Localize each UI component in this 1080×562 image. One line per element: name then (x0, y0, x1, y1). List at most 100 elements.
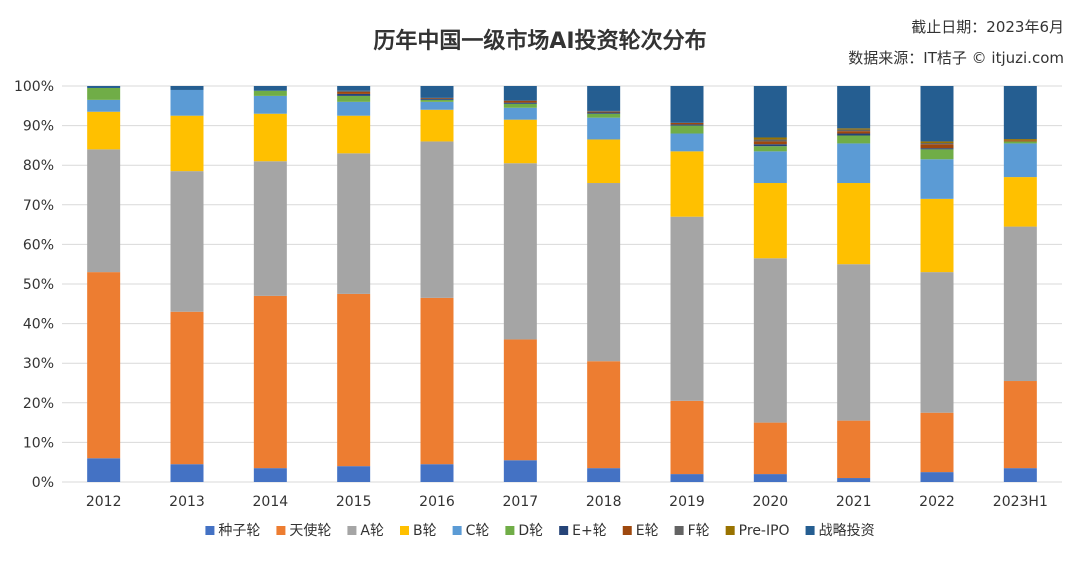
bar-segment (420, 464, 454, 482)
bar-segment (420, 109, 454, 142)
legend-swatch (400, 526, 409, 535)
bar-segment (253, 113, 287, 162)
legend-item: Pre-IPO (725, 523, 790, 539)
bar-segment (670, 125, 704, 134)
x-tick-label: 2013 (169, 494, 205, 510)
bar-segment (1003, 177, 1037, 227)
bar-segment (670, 124, 704, 126)
bar-segment (253, 161, 287, 296)
legend-item: 种子轮 (205, 523, 260, 539)
y-tick-label: 0% (32, 475, 54, 491)
bar-segment (253, 86, 287, 91)
bar-segment (753, 86, 787, 138)
bar-segment (170, 464, 204, 482)
legend-item: 战略投资 (805, 523, 875, 539)
bar-segment (337, 86, 371, 91)
legend-label: A轮 (360, 523, 384, 539)
bar-segment (1003, 226, 1037, 382)
bar-segment (753, 258, 787, 423)
bar-segment (837, 128, 871, 130)
bar-segment (503, 163, 537, 340)
bar-segment (753, 144, 787, 147)
bar-segment (337, 293, 371, 467)
bar-segment (837, 478, 871, 482)
gridlines (62, 85, 1062, 483)
bar-segment (1003, 143, 1037, 178)
x-tick-label: 2015 (336, 494, 372, 510)
legend-swatch (805, 526, 815, 535)
legend-swatch (622, 526, 632, 535)
legend-label: F轮 (688, 523, 710, 539)
y-tick-label: 40% (23, 317, 54, 333)
bar-segment (670, 122, 704, 125)
bar-segment (837, 86, 871, 129)
bar-segment (337, 101, 371, 116)
bar-segment (920, 272, 954, 413)
bar-segment (87, 458, 121, 482)
legend-item: E轮 (622, 523, 659, 539)
bar-segment (337, 90, 371, 92)
bar-segment (920, 159, 954, 199)
bar-segment (837, 129, 871, 132)
x-tick-label: 2022 (919, 494, 955, 510)
bar-segment (837, 135, 871, 144)
y-tick-label: 90% (23, 119, 54, 135)
bar-segment (503, 102, 537, 104)
bar-segment (837, 420, 871, 479)
bar-segment (503, 460, 537, 482)
legend-item: 天使轮 (276, 522, 331, 539)
bar-segment (837, 143, 871, 184)
bar-segment (337, 91, 371, 94)
bar-segment (920, 149, 954, 160)
bar-segment (170, 311, 204, 465)
bar-segment (420, 297, 454, 465)
legend-label: E轮 (636, 523, 659, 539)
bar-segment (753, 474, 787, 482)
bar-segment (753, 137, 787, 140)
y-tick-label: 100% (14, 79, 54, 95)
bar-segment (337, 93, 371, 96)
bar-segment (253, 90, 287, 96)
legend-label: Pre-IPO (739, 523, 790, 539)
bar-segment (503, 86, 537, 101)
bar-segment (170, 115, 204, 172)
bar-segment (920, 472, 954, 482)
bar-segment (587, 139, 621, 184)
bar-segment (587, 112, 621, 114)
y-tick-label: 60% (23, 237, 54, 253)
bar-segment (87, 99, 121, 112)
legend-item: F轮 (674, 523, 710, 539)
bar-segment (337, 95, 371, 102)
bar-segment (753, 141, 787, 145)
bar-segment (920, 141, 954, 144)
legend-label: 战略投资 (819, 523, 875, 539)
bar-segment (503, 119, 537, 164)
legend-item: A轮 (347, 523, 384, 539)
bar-segment (670, 133, 704, 152)
bar-segment (753, 146, 787, 152)
legend-swatch (725, 526, 735, 535)
data-source: 数据来源：IT桔子 © itjuzi.com (848, 49, 1064, 67)
bar-segment (837, 133, 871, 136)
bar-segment (753, 151, 787, 184)
legend-swatch (674, 526, 684, 535)
bar-segment (1003, 141, 1037, 144)
legend-swatch (452, 526, 462, 535)
bar-segment (1003, 468, 1037, 482)
bar-segment (337, 115, 371, 154)
bar-segment (420, 86, 454, 98)
legend-label: 种子轮 (218, 523, 260, 539)
x-tick-label: 2018 (586, 494, 622, 510)
x-axis: 2012 2013 2014 2015 2016 2017 2018 2019 2020 2021… (86, 494, 1048, 510)
legend-swatch (559, 526, 569, 535)
bar-segment (170, 89, 204, 116)
legend-label: B轮 (413, 523, 437, 539)
bars (87, 86, 1037, 482)
bar-segment (587, 117, 621, 140)
bar-segment (587, 86, 621, 111)
bar-segment (503, 103, 537, 108)
x-tick-label: 2017 (503, 494, 539, 510)
bar-segment (420, 101, 454, 110)
bar-segment (503, 339, 537, 461)
